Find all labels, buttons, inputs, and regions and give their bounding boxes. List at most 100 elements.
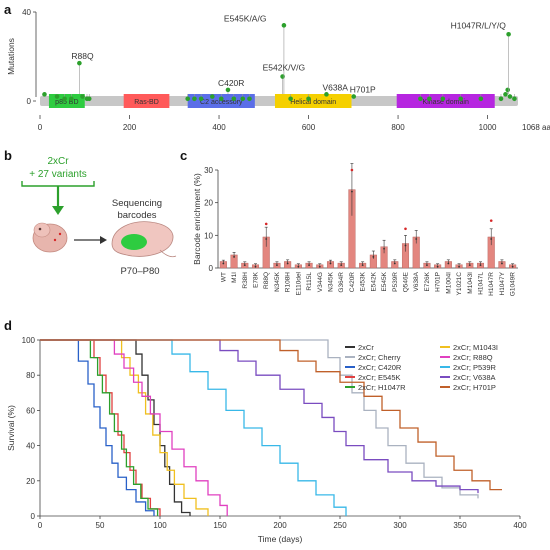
d-y-axis-title: Survival (%) xyxy=(6,405,16,451)
lollipop-head xyxy=(62,96,67,102)
panel-d: d 0 20 40 60 80 100 0 50 100 150 200 250 300 350 400 Ti… xyxy=(4,318,527,544)
lollipop-head xyxy=(86,96,92,102)
d-y-tick-label: 20 xyxy=(26,477,35,486)
mutation-label: R88Q xyxy=(71,51,94,61)
outlier-dot xyxy=(264,222,268,226)
lollipop-head xyxy=(218,96,224,102)
lollipop-head xyxy=(80,94,85,99)
c-x-tick-label: P539R xyxy=(392,272,399,292)
replicate-dot xyxy=(254,265,257,268)
d-x-tick-label: 200 xyxy=(273,521,287,530)
c-y-tick-label: 30 xyxy=(204,166,213,175)
c-x-tick-label: G1049R xyxy=(510,272,517,297)
replicate-dot xyxy=(286,262,289,265)
c-x-tick-label: H1047R xyxy=(488,272,495,296)
replicate-dot xyxy=(361,264,364,266)
outlier-dot xyxy=(404,227,407,231)
mutation-label: H701P xyxy=(350,85,376,95)
replicate-dot xyxy=(479,264,482,266)
survival-curve xyxy=(40,339,159,516)
c-y-tick-label: 20 xyxy=(204,199,213,208)
c-x-tick-label: R108H xyxy=(285,272,292,293)
replicate-dot xyxy=(329,262,332,265)
panel-a-axes: 0 40 Mutations 0 200 400 600 800 1000 1068 aa xyxy=(6,8,550,132)
d-x-axis-title: Time (days) xyxy=(258,534,303,544)
legend-label: 2xCr; E545K xyxy=(358,373,401,382)
lollipop-head xyxy=(503,92,508,97)
d-x-tick-label: 0 xyxy=(38,521,43,530)
replicate-dot xyxy=(426,264,428,266)
c-y-tick-label: 0 xyxy=(209,264,214,273)
c-x-tick-label: V344G xyxy=(317,272,324,292)
c-x-tick-label: G364R xyxy=(338,272,345,293)
d-y-tick-label: 80 xyxy=(26,371,35,380)
replicate-dot xyxy=(404,244,407,247)
lollipop-head xyxy=(225,87,231,93)
lollipop-head xyxy=(507,94,513,99)
lollipop-head xyxy=(54,94,60,99)
legend-label: 2xCr; H1047R xyxy=(358,383,406,392)
lollipop-head xyxy=(478,96,484,102)
a-x-end-label: 1068 aa xyxy=(522,123,550,132)
c-x-tick-label: H1047L xyxy=(478,272,485,295)
survival-curve xyxy=(40,339,209,516)
domain-label: Ras-BD xyxy=(134,99,159,106)
panel-a-domains: p85 BD Ras-BD C2 accessory Helical domain Ki… xyxy=(40,94,518,108)
d-x-tick-label: 150 xyxy=(213,521,227,530)
c-x-tick-label: R38H xyxy=(242,272,249,289)
brain-icon xyxy=(111,221,177,258)
domain-label: Helical domain xyxy=(290,99,336,106)
outlier-dot xyxy=(350,168,354,172)
c-x-tick-label: M1004I xyxy=(445,272,452,294)
c-x-tick-label: E78K xyxy=(253,271,260,288)
lollipop-head xyxy=(247,96,252,102)
a-x-tick-label: 0 xyxy=(38,123,43,132)
legend-label: 2xCr; R88Q xyxy=(453,353,493,362)
develop-arrow-head xyxy=(100,236,107,244)
lollipop-head xyxy=(198,96,204,102)
lollipop-head xyxy=(281,23,287,28)
lollipop-head xyxy=(512,96,517,102)
a-x-tick-label: 800 xyxy=(391,123,405,132)
legend-label: 2xCr; V638A xyxy=(453,373,496,382)
panel-a: a 0 40 Mutations 0 200 400 600 800 1000 1068 aa p… xyxy=(4,2,550,132)
d-y-tick-label: 0 xyxy=(31,512,36,521)
panel-d-curves xyxy=(40,339,502,516)
lollipop-head xyxy=(306,96,311,102)
domain-label: p85 BD xyxy=(55,99,78,106)
lollipop-head xyxy=(418,96,423,102)
lollipop-head xyxy=(351,94,357,99)
a-y-axis-title: Mutations xyxy=(6,38,16,75)
survival-curve xyxy=(40,339,228,516)
lollipop-head xyxy=(324,92,329,97)
c-x-tick-label: E453K xyxy=(360,271,367,291)
panel-b: b 2xCr + 27 variants Sequencing barcodes… xyxy=(4,148,177,277)
domain-box xyxy=(123,94,170,108)
c-x-tick-label: N345K xyxy=(328,271,335,292)
c-y-axis-title: Barcode enrichment (%) xyxy=(192,173,202,265)
replicate-dot xyxy=(351,190,353,193)
c-x-tick-label: E542K xyxy=(370,271,377,291)
lollipop-head xyxy=(69,96,74,102)
mutation-label: E545K/A/G xyxy=(224,13,267,23)
survival-curve xyxy=(40,339,479,499)
domain-label: Kinase domain xyxy=(423,99,469,106)
replicate-dot xyxy=(308,264,310,266)
replicate-dot xyxy=(436,265,439,268)
lollipop-head xyxy=(77,60,82,66)
c-y-tick-label: 10 xyxy=(204,231,213,240)
d-x-tick-label: 400 xyxy=(513,521,527,530)
panel-label-d: d xyxy=(4,318,12,333)
replicate-dot xyxy=(243,264,246,266)
panel-label-b: b xyxy=(4,148,12,163)
replicate-dot xyxy=(458,265,460,268)
replicate-dot xyxy=(393,262,396,265)
lollipop-head xyxy=(231,96,237,102)
injection-arrow-head xyxy=(52,206,64,215)
embryo-icon xyxy=(32,222,68,253)
outlier-dot xyxy=(489,219,493,222)
